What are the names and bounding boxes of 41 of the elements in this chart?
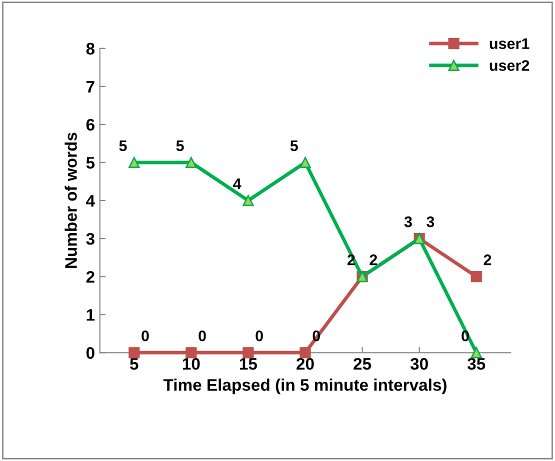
x-tick-label: 25 (354, 358, 372, 370)
point (300, 347, 311, 358)
x-tick-label: 10 (182, 358, 200, 370)
y-tick-label: 0 (86, 347, 94, 359)
data-label: 3 (426, 216, 434, 228)
point (300, 156, 311, 168)
legend-label: user2 (490, 60, 530, 71)
point (128, 347, 140, 358)
y-tick-label: 1 (86, 309, 95, 321)
y-axis-title: Number of words (64, 132, 77, 268)
data-label: 0 (256, 330, 263, 342)
y-tick-label: 8 (86, 42, 95, 55)
legend-label: user1 (490, 38, 530, 50)
data-label: 0 (198, 330, 206, 342)
point (470, 347, 482, 358)
data-label: 4 (233, 178, 242, 190)
point (242, 347, 254, 358)
x-tick-label: 5 (130, 358, 138, 370)
point (242, 194, 254, 206)
y-tick-label: 4 (86, 195, 95, 207)
point (470, 271, 482, 282)
y-tick-label: 2 (86, 271, 94, 283)
data-label: 2 (484, 254, 492, 266)
data-label: 5 (119, 140, 127, 152)
y-tick-label: 3 (86, 232, 94, 245)
x-axis-title: Time Elapsed (in 5 minute intervals) (163, 378, 446, 394)
data-label: 3 (404, 216, 412, 228)
x-tick-label: 15 (240, 358, 258, 370)
point (186, 347, 197, 358)
y-tick-label: 7 (86, 81, 94, 92)
data-label: 2 (370, 254, 378, 266)
data-label: 5 (290, 140, 298, 152)
data-label: 0 (142, 330, 149, 342)
x-tick-label: 20 (296, 358, 314, 370)
data-label: 5 (176, 140, 184, 152)
point (186, 156, 197, 168)
y-tick-label: 5 (86, 157, 95, 169)
x-tick-label: 30 (410, 358, 428, 370)
x-tick-label: 35 (467, 358, 486, 370)
point (128, 156, 140, 168)
y-tick-label: 6 (86, 118, 94, 131)
